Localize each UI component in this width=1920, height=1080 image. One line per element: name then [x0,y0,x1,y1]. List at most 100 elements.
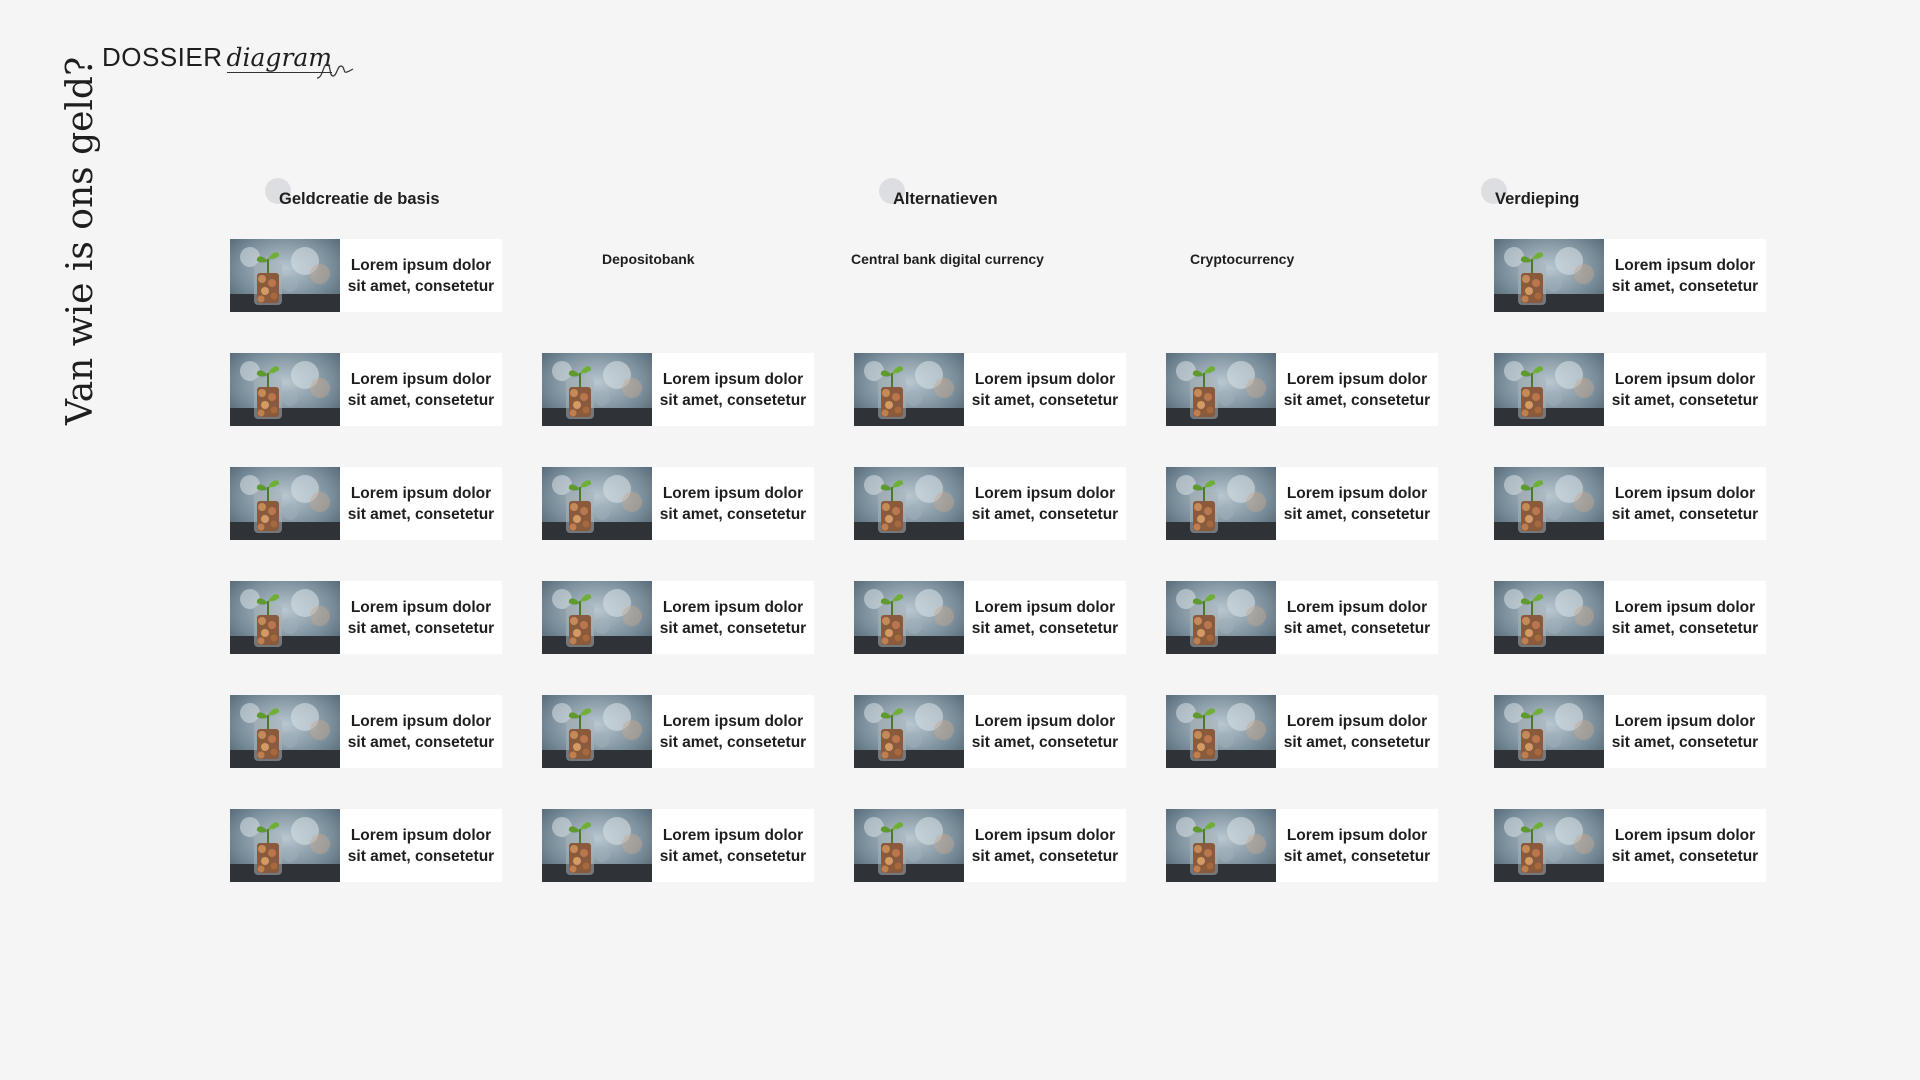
plant-in-coin-jar-photo-icon [542,467,652,540]
card-depositobank-1[interactable]: Lorem ipsum dolor sit amet, consetetur [542,353,814,426]
plant-in-coin-jar-photo-icon [542,809,652,882]
card-depositobank-2[interactable]: Lorem ipsum dolor sit amet, consetetur [542,467,814,540]
card-text: Lorem ipsum dolor sit amet, consetetur [1283,484,1431,523]
plant-in-coin-jar-photo-icon [1494,581,1604,654]
card-geldcreatie-1[interactable]: Lorem ipsum dolor sit amet, consetetur [230,239,502,312]
card-text: Lorem ipsum dolor sit amet, consetetur [1611,370,1759,409]
page-title: Van wie is ons geld? [60,56,101,425]
section-label: Geldcreatie de basis [279,189,440,208]
card-depositobank-3[interactable]: Lorem ipsum dolor sit amet, consetetur [542,581,814,654]
card-thumbnail [230,239,340,312]
card-cryptocurrency-5[interactable]: Lorem ipsum dolor sit amet, consetetur [1166,809,1438,882]
card-thumbnail [854,809,964,882]
card-text: Lorem ipsum dolor sit amet, consetetur [1283,826,1431,865]
card-verdieping-6[interactable]: Lorem ipsum dolor sit amet, consetetur [1494,809,1766,882]
section-verdieping[interactable]: Verdieping [1481,178,1580,214]
card-thumbnail [1166,467,1276,540]
card-cbdc-2[interactable]: Lorem ipsum dolor sit amet, consetetur [854,467,1126,540]
card-cryptocurrency-1[interactable]: Lorem ipsum dolor sit amet, consetetur [1166,353,1438,426]
plant-in-coin-jar-photo-icon [542,581,652,654]
plant-in-coin-jar-photo-icon [542,695,652,768]
section-dot-icon [265,178,291,204]
card-text: Lorem ipsum dolor sit amet, consetetur [1611,826,1759,865]
section-dot-icon [1481,178,1507,204]
card-verdieping-4[interactable]: Lorem ipsum dolor sit amet, consetetur [1494,581,1766,654]
card-text: Lorem ipsum dolor sit amet, consetetur [1611,256,1759,295]
card-depositobank-5[interactable]: Lorem ipsum dolor sit amet, consetetur [542,809,814,882]
card-verdieping-1[interactable]: Lorem ipsum dolor sit amet, consetetur [1494,239,1766,312]
section-label: Verdieping [1495,189,1580,208]
card-text: Lorem ipsum dolor sit amet, consetetur [1283,598,1431,637]
card-depositobank-4[interactable]: Lorem ipsum dolor sit amet, consetetur [542,695,814,768]
card-thumbnail [542,809,652,882]
card-thumbnail [854,581,964,654]
card-thumbnail [854,353,964,426]
section-label: Alternatieven [893,189,998,208]
card-verdieping-3[interactable]: Lorem ipsum dolor sit amet, consetetur [1494,467,1766,540]
plant-in-coin-jar-photo-icon [854,695,964,768]
plant-in-coin-jar-photo-icon [1494,809,1604,882]
card-geldcreatie-4[interactable]: Lorem ipsum dolor sit amet, consetetur [230,581,502,654]
card-cryptocurrency-4[interactable]: Lorem ipsum dolor sit amet, consetetur [1166,695,1438,768]
plant-in-coin-jar-photo-icon [1166,695,1276,768]
card-verdieping-5[interactable]: Lorem ipsum dolor sit amet, consetetur [1494,695,1766,768]
card-thumbnail [542,695,652,768]
card-text: Lorem ipsum dolor sit amet, consetetur [1611,484,1759,523]
card-thumbnail [230,353,340,426]
card-cryptocurrency-2[interactable]: Lorem ipsum dolor sit amet, consetetur [1166,467,1438,540]
card-thumbnail [1166,809,1276,882]
section-geldcreatie[interactable]: Geldcreatie de basis [265,178,440,214]
card-thumbnail [230,467,340,540]
card-thumbnail [542,353,652,426]
card-text: Lorem ipsum dolor sit amet, consetetur [1611,598,1759,637]
card-thumbnail [542,581,652,654]
card-text: Lorem ipsum dolor sit amet, consetetur [1283,712,1431,751]
card-thumbnail [1494,239,1604,312]
plant-in-coin-jar-photo-icon [230,353,340,426]
card-geldcreatie-3[interactable]: Lorem ipsum dolor sit amet, consetetur [230,467,502,540]
card-thumbnail [1494,581,1604,654]
card-text: Lorem ipsum dolor sit amet, consetetur [971,598,1119,637]
subsection-cryptocurrency[interactable]: Cryptocurrency [1190,251,1295,267]
plant-in-coin-jar-photo-icon [542,353,652,426]
card-geldcreatie-6[interactable]: Lorem ipsum dolor sit amet, consetetur [230,809,502,882]
card-thumbnail [1494,809,1604,882]
card-geldcreatie-2[interactable]: Lorem ipsum dolor sit amet, consetetur [230,353,502,426]
card-verdieping-2[interactable]: Lorem ipsum dolor sit amet, consetetur [1494,353,1766,426]
card-cbdc-1[interactable]: Lorem ipsum dolor sit amet, consetetur [854,353,1126,426]
subsection-cbdc[interactable]: Central bank digital currency [851,251,1044,267]
plant-in-coin-jar-photo-icon [854,467,964,540]
logo-script: diagram [226,43,332,73]
card-cbdc-5[interactable]: Lorem ipsum dolor sit amet, consetetur [854,809,1126,882]
section-alternatieven[interactable]: Alternatieven [879,178,998,214]
card-thumbnail [1494,695,1604,768]
card-text: Lorem ipsum dolor sit amet, consetetur [347,598,495,637]
card-text: Lorem ipsum dolor sit amet, consetetur [971,826,1119,865]
card-cbdc-4[interactable]: Lorem ipsum dolor sit amet, consetetur [854,695,1126,768]
card-text: Lorem ipsum dolor sit amet, consetetur [347,712,495,751]
card-cbdc-3[interactable]: Lorem ipsum dolor sit amet, consetetur [854,581,1126,654]
card-cryptocurrency-3[interactable]: Lorem ipsum dolor sit amet, consetetur [1166,581,1438,654]
plant-in-coin-jar-photo-icon [1494,695,1604,768]
card-text: Lorem ipsum dolor sit amet, consetetur [659,598,807,637]
plant-in-coin-jar-photo-icon [854,809,964,882]
logo-word: DOSSIER [102,42,223,72]
plant-in-coin-jar-photo-icon [1166,809,1276,882]
card-text: Lorem ipsum dolor sit amet, consetetur [347,256,495,295]
squiggle-icon [316,63,354,79]
card-text: Lorem ipsum dolor sit amet, consetetur [347,370,495,409]
plant-in-coin-jar-photo-icon [1166,467,1276,540]
card-geldcreatie-5[interactable]: Lorem ipsum dolor sit amet, consetetur [230,695,502,768]
card-thumbnail [230,581,340,654]
card-thumbnail [230,695,340,768]
logo[interactable]: DOSSIER diagram [102,42,354,82]
plant-in-coin-jar-photo-icon [1494,239,1604,312]
card-text: Lorem ipsum dolor sit amet, consetetur [347,484,495,523]
plant-in-coin-jar-photo-icon [854,353,964,426]
subsection-depositobank[interactable]: Depositobank [602,251,695,267]
card-thumbnail [1494,353,1604,426]
card-thumbnail [1166,581,1276,654]
plant-in-coin-jar-photo-icon [1166,353,1276,426]
card-thumbnail [854,695,964,768]
plant-in-coin-jar-photo-icon [854,581,964,654]
